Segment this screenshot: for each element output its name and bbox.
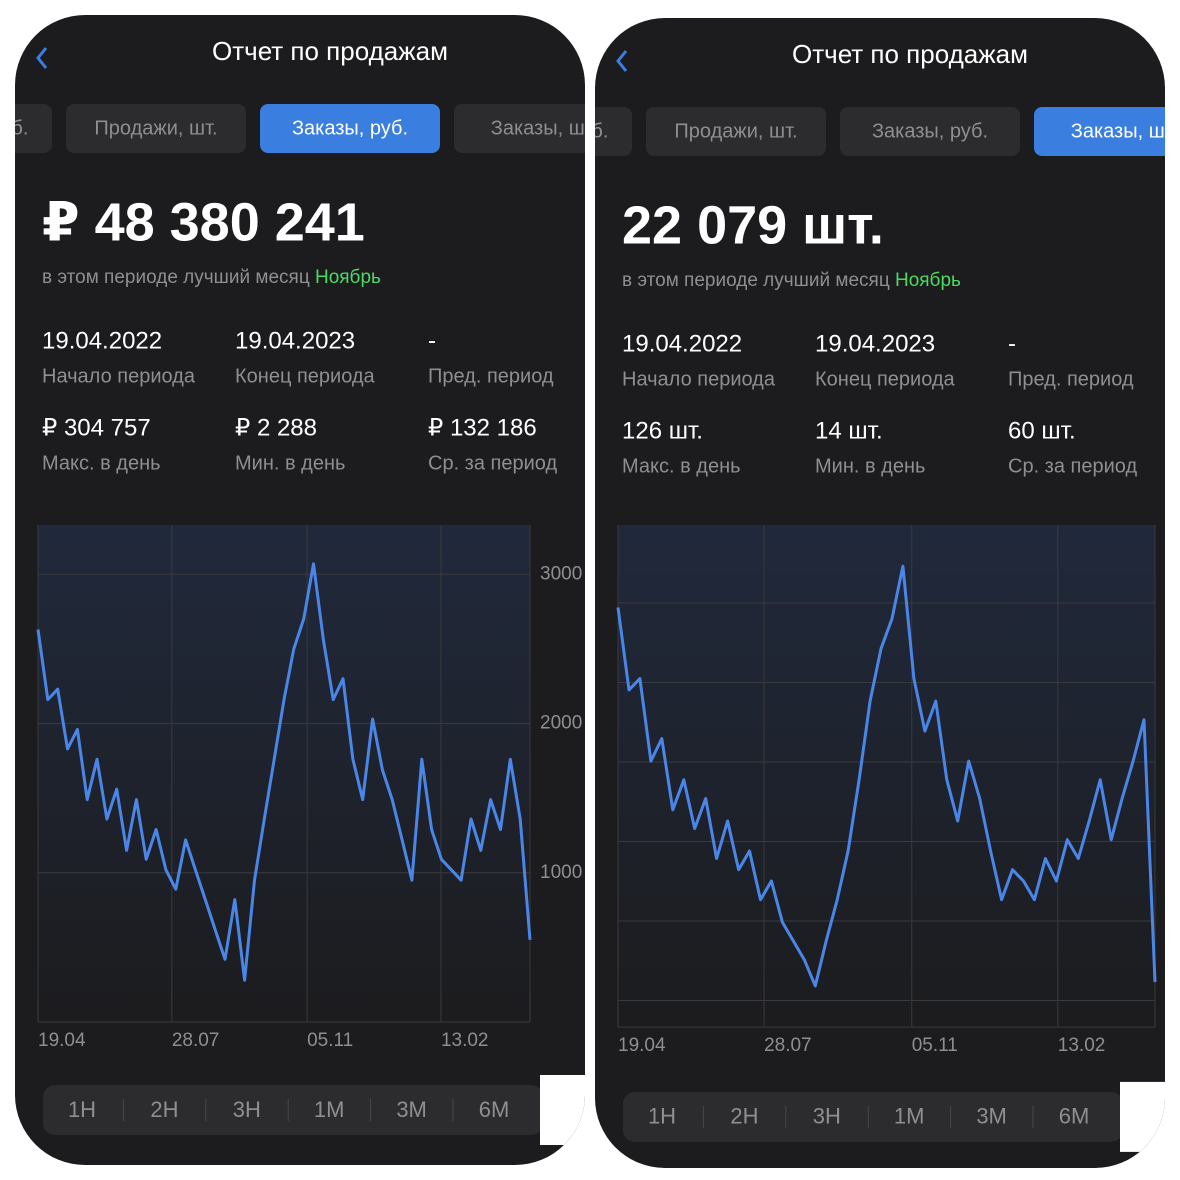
tab-label: Продажи, руб. <box>0 117 28 139</box>
period-bar <box>623 1091 1123 1142</box>
best-month-text: в этом периоде лучший месяц <box>622 270 890 291</box>
total-value: 22 079 шт. <box>622 195 884 255</box>
tab-label: Заказы, руб. <box>872 120 988 142</box>
stat-value: 19.04.2022 <box>622 330 742 357</box>
tab[interactable] <box>646 107 826 156</box>
screen-title: Отчет по продажам <box>212 36 448 66</box>
stat-value: 126 шт. <box>622 417 703 444</box>
stat-label: Пред. период <box>428 365 554 387</box>
tab[interactable] <box>840 107 1020 156</box>
stat-label: Конец периода <box>235 365 376 387</box>
y-tick-label: 3000 <box>540 563 582 584</box>
period-button[interactable]: 1M <box>314 1097 345 1122</box>
stat-label: Макс. в день <box>42 452 161 474</box>
period-button[interactable]: 3H <box>813 1104 841 1129</box>
tab[interactable] <box>260 104 440 153</box>
best-month: Ноябрь <box>895 270 961 291</box>
period-button[interactable]: 3M <box>396 1097 427 1122</box>
back-button[interactable] <box>616 50 628 72</box>
period-button[interactable]: 2H <box>150 1097 178 1122</box>
stat-value: - <box>428 327 436 354</box>
x-tick-label: 19.04 <box>38 1030 86 1051</box>
tab-label: Заказы, шт. <box>491 117 598 139</box>
period-button[interactable]: 1M <box>894 1104 925 1129</box>
period-button[interactable]: 3M <box>976 1104 1007 1129</box>
period-button[interactable]: 3H <box>233 1097 261 1122</box>
period-button[interactable]: 6M <box>1059 1104 1090 1129</box>
best-month-line: в этом периоде лучший месяц Ноябрь <box>42 267 381 288</box>
tab-label: Заказы, руб. <box>292 117 408 139</box>
x-tick-label: 05.11 <box>307 1030 353 1051</box>
chart-bg <box>38 525 530 1022</box>
stat-label: Мин. в день <box>235 452 345 474</box>
stat-label: Начало периода <box>42 365 196 387</box>
cutout <box>540 1075 585 1145</box>
sales-line <box>36 562 532 982</box>
x-tick-label: 13.02 <box>441 1030 489 1051</box>
stat-label: Макс. в день <box>622 455 741 477</box>
sales-line <box>616 564 1157 988</box>
stat-value: ₽ 304 757 <box>42 414 151 441</box>
period-button[interactable]: 6M <box>479 1097 510 1122</box>
stat-value: ₽ 2 288 <box>235 414 317 441</box>
x-tick-label: 13.02 <box>1058 1035 1106 1056</box>
x-tick-label: 05.11 <box>912 1035 958 1056</box>
tab-label: Заказы, шт. <box>1071 120 1178 142</box>
x-tick-label: 28.07 <box>172 1030 220 1051</box>
tab[interactable] <box>454 104 634 153</box>
stat-label: Начало периода <box>622 368 776 390</box>
tab[interactable] <box>66 104 246 153</box>
tab[interactable] <box>1034 107 1180 156</box>
stat-label: Конец периода <box>815 368 956 390</box>
stat-label: Ср. за период <box>1008 455 1137 477</box>
screen-title: Отчет по продажам <box>792 39 1028 69</box>
period-button[interactable]: 1H <box>648 1104 676 1129</box>
stat-value: - <box>1008 330 1016 357</box>
y-tick-label: 1000 <box>540 862 582 883</box>
x-tick-label: 28.07 <box>764 1035 812 1056</box>
x-tick-label: 19.04 <box>618 1035 666 1056</box>
period-bar <box>43 1085 543 1135</box>
stat-value: 60 шт. <box>1008 417 1076 444</box>
best-month: Ноябрь <box>315 267 381 288</box>
stat-label: Мин. в день <box>815 455 925 477</box>
chart-bg <box>618 525 1155 1028</box>
stat-value: ₽ 132 186 <box>428 414 537 441</box>
y-tick-label: 2000 <box>540 713 582 734</box>
period-button[interactable]: 2H <box>730 1104 758 1129</box>
tab-label: Продажи, шт. <box>94 117 217 139</box>
tab-label: Продажи, руб. <box>476 120 609 142</box>
stat-value: 14 шт. <box>815 417 883 444</box>
stat-label: Ср. за период <box>428 452 557 474</box>
cutout <box>1120 1081 1165 1152</box>
stat-value: 19.04.2022 <box>42 327 162 354</box>
stat-value: 19.04.2023 <box>815 330 935 357</box>
stat-label: Пред. период <box>1008 368 1134 390</box>
stat-value: 19.04.2023 <box>235 327 355 354</box>
back-button[interactable] <box>36 47 48 69</box>
total-value: ₽ 48 380 241 <box>42 192 365 252</box>
best-month-text: в этом периоде лучший месяц <box>42 267 310 288</box>
best-month-line: в этом периоде лучший месяц Ноябрь <box>622 270 961 291</box>
phone-screen: Отчет по продажам Продажи, руб. Продажи, ш… <box>0 15 634 1165</box>
tab-label: Продажи, шт. <box>674 120 797 142</box>
period-button[interactable]: 1H <box>68 1097 96 1122</box>
